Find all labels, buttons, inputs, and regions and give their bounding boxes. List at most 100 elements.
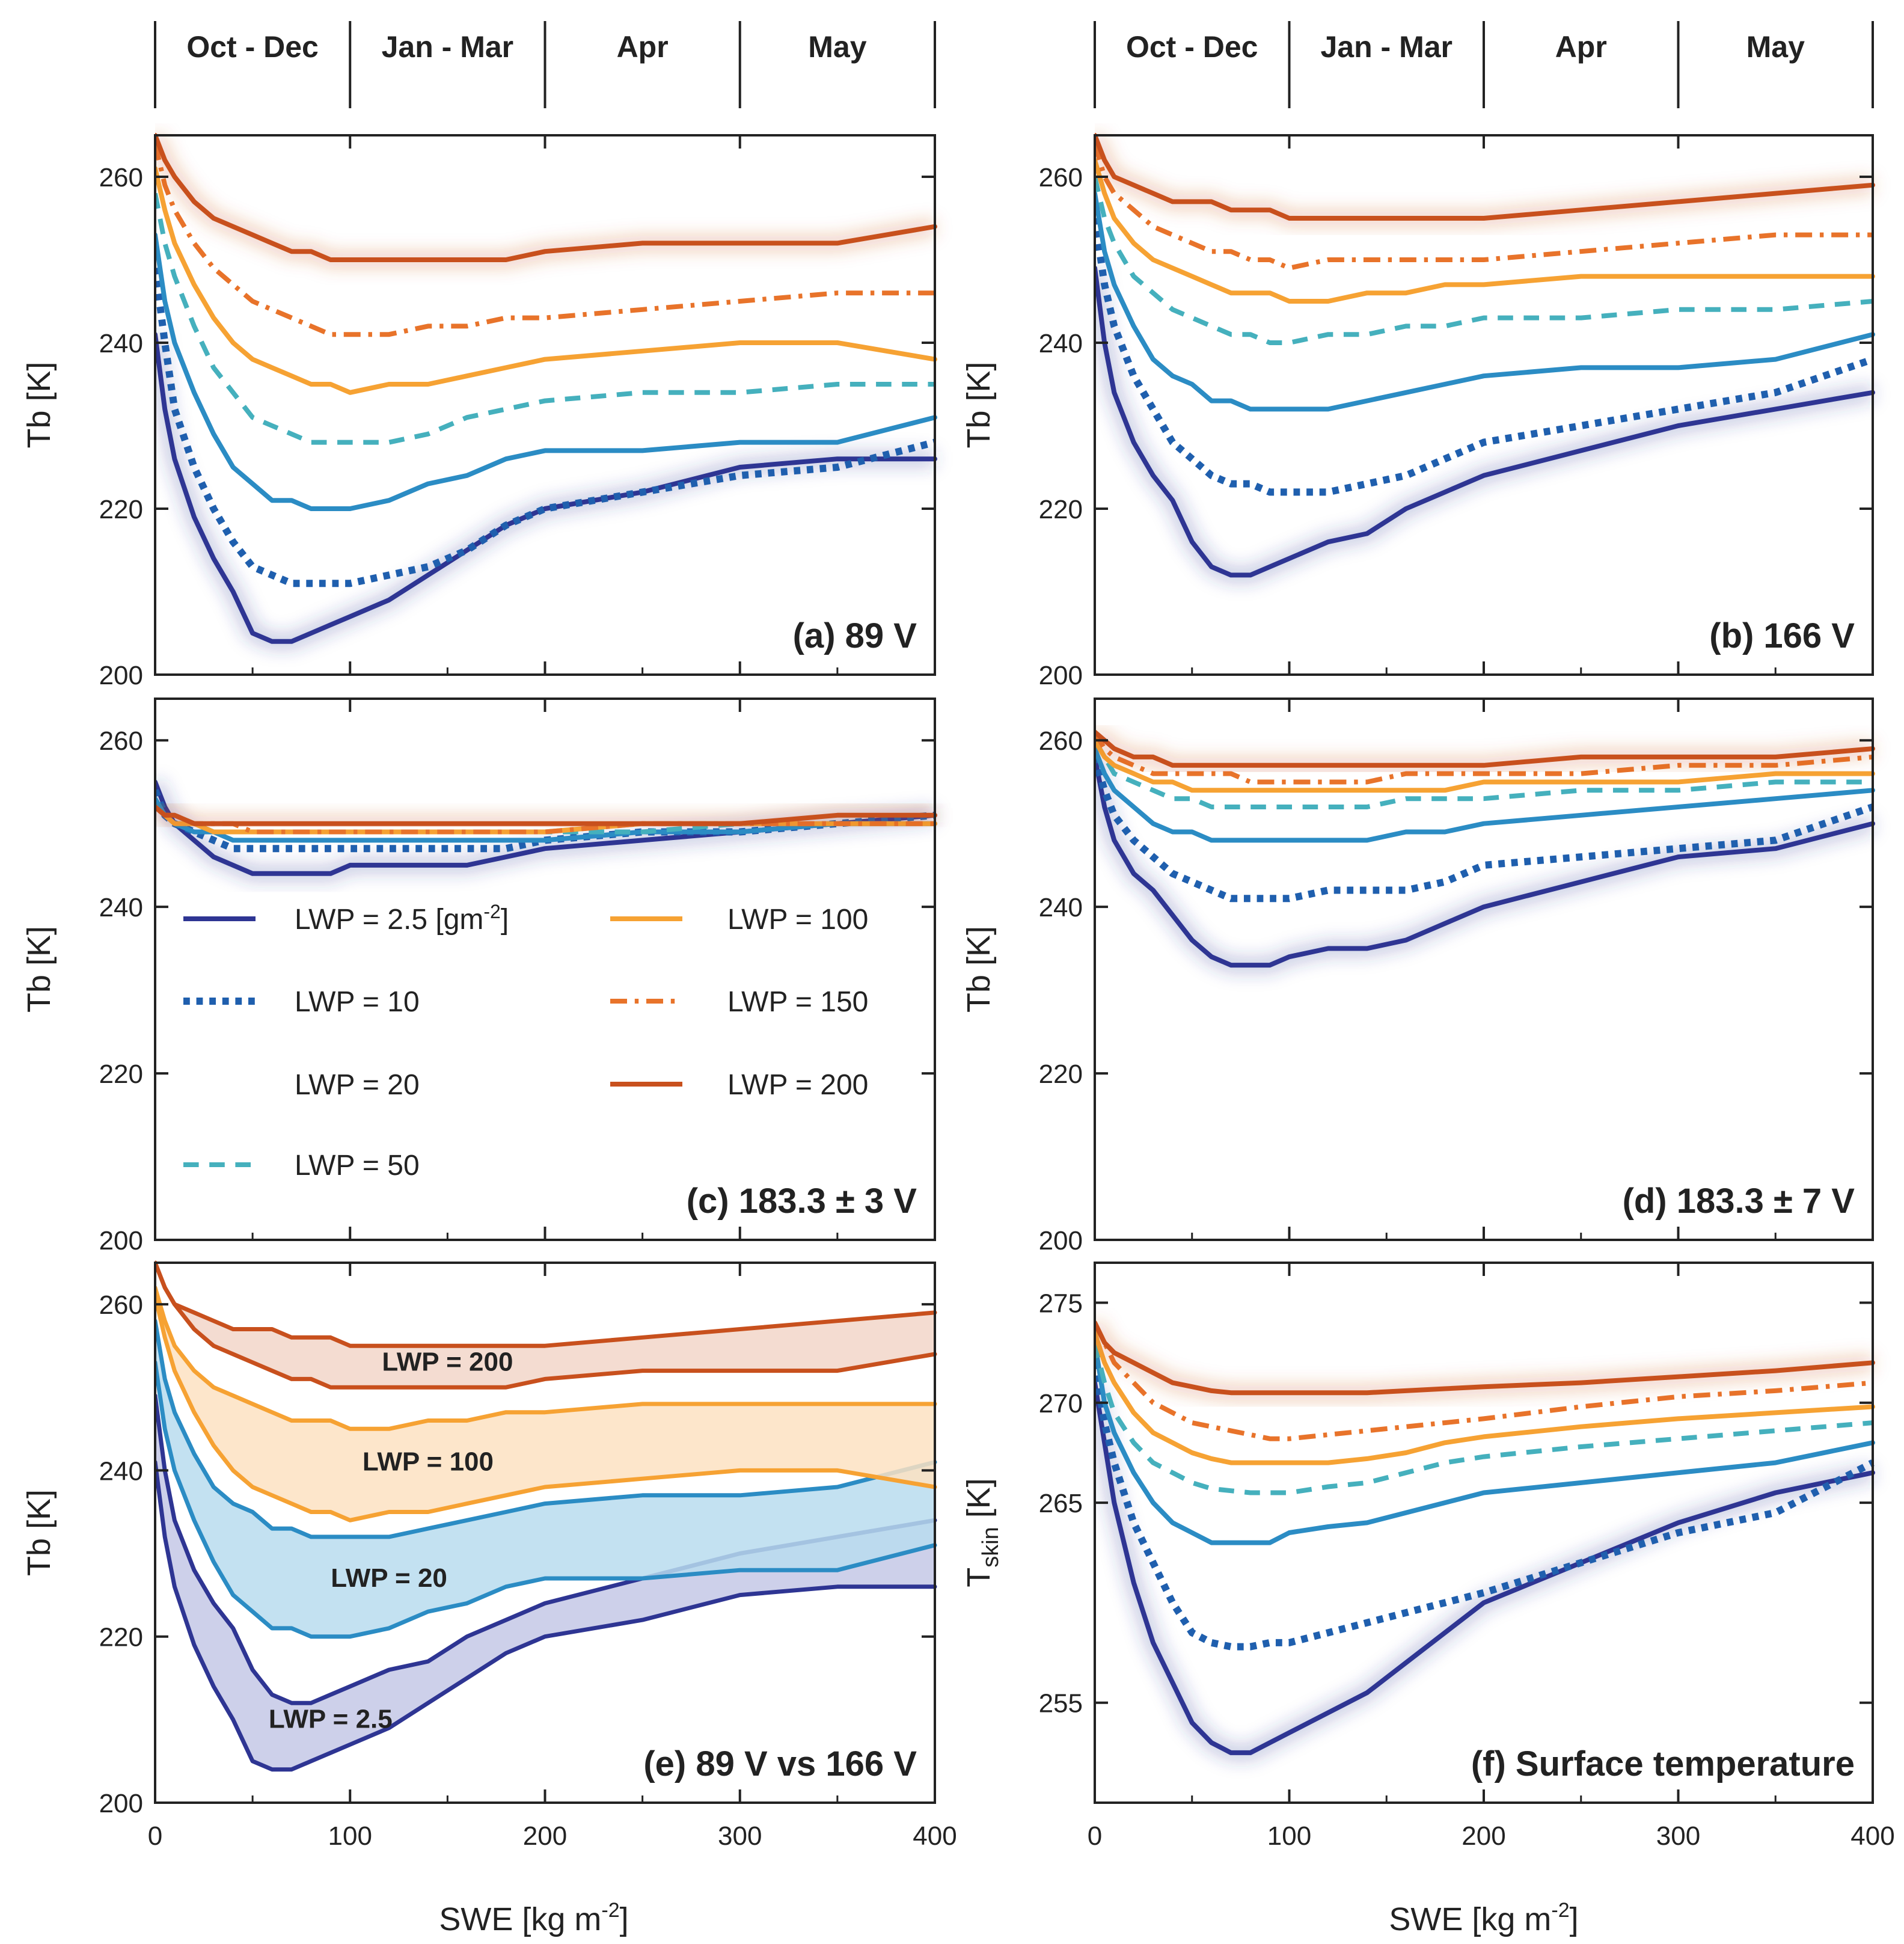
band-fill	[155, 1263, 935, 1388]
y-tick-label: 220	[1039, 1059, 1083, 1089]
x-tick-label: 400	[1850, 1821, 1894, 1851]
legend-label: LWP = 100	[727, 904, 868, 936]
panel-e-89v-vs-166v: LWP = 2.5 LWP = 20 LWP = 100 LWP = 200 0 100 2…	[21, 1260, 957, 1851]
panel-c-183-3v: 200 220 240 260 Tb [K] (c) 183.3 ± 3 V	[21, 698, 937, 1256]
season-label: Jan - Mar	[382, 30, 514, 64]
series-line-lwp10	[1095, 756, 1874, 903]
series-line-lwp150	[1095, 1322, 1873, 1441]
series-line-lwp20	[1095, 1340, 1875, 1545]
panel-label: (e) 89 V vs 166 V	[643, 1744, 917, 1783]
y-tick-label: 260	[99, 163, 143, 192]
series-line-lwp200	[1095, 1320, 1875, 1396]
legend-item-lwp150: LWP = 150	[610, 986, 868, 1018]
band-line	[155, 1260, 937, 1390]
series-line-lwp100	[1095, 158, 1875, 304]
y-tick-label: 240	[99, 1456, 143, 1486]
x-tick-label: 200	[523, 1821, 567, 1851]
plot-frame	[154, 134, 936, 676]
band-line	[155, 1319, 937, 1539]
legend-item-lwp10: LWP = 10	[183, 986, 420, 1018]
band-label: LWP = 20	[331, 1563, 447, 1593]
panel-label: (f) Surface temperature	[1471, 1744, 1855, 1783]
y-axis-label: Tskin [K]	[961, 1478, 1003, 1587]
panel-label: (b) 166 V	[1709, 616, 1855, 655]
series-line-lwp200	[155, 133, 937, 262]
series-line-lwp2_5	[1095, 754, 1875, 968]
x-tick-label: 200	[1462, 1821, 1505, 1851]
series-line-lwp2_5	[1095, 1380, 1875, 1755]
panel-label: (a) 89 V	[793, 616, 917, 655]
legend-item-lwp2_5: LWP = 2.5 [gm-2]	[183, 901, 509, 936]
y-axis-label: Tb [K]	[21, 926, 57, 1013]
y-axis-label: Tb [K]	[961, 361, 997, 448]
season-label: Apr	[1555, 30, 1607, 64]
season-label: May	[1746, 30, 1805, 64]
series-line-lwp50	[1095, 739, 1873, 809]
plot-area	[155, 132, 937, 649]
season-header-right: Oct - Dec Jan - Mar Apr May	[1094, 21, 1874, 108]
season-label: May	[808, 30, 866, 64]
plot-area	[1095, 132, 1875, 583]
series-glow	[155, 333, 935, 649]
band-line	[155, 1293, 937, 1522]
series-line-lwp150	[1095, 731, 1873, 785]
y-tick-label: 220	[99, 1059, 143, 1089]
series-line-lwp20	[1095, 191, 1875, 412]
legend-label: LWP = 50	[295, 1150, 420, 1182]
y-tick-label: 200	[1039, 661, 1083, 690]
season-header-left: Oct - Dec Jan - Mar Apr May	[154, 21, 936, 108]
plot-area	[155, 1260, 937, 1772]
plot-frame	[1094, 1262, 1874, 1804]
x-axis-label-left: SWE [kg m-2]	[439, 1899, 628, 1937]
panel-b-166v: 200 220 240 260 Tb [K] (b) 166 V	[961, 132, 1875, 690]
y-tick-label: 220	[1039, 495, 1083, 524]
panel-label: (c) 183.3 ± 3 V	[687, 1182, 917, 1221]
y-tick-label: 260	[99, 726, 143, 756]
series-line-lwp150	[155, 143, 935, 337]
panel-f-surface-temperature: 0 100 200 300 400 255 265 270 275 Tskin [K] (f) Su…	[961, 1262, 1895, 1851]
x-tick-label: 300	[718, 1821, 762, 1851]
series-line-lwp10	[1095, 218, 1874, 496]
y-tick-label: 200	[99, 1789, 143, 1818]
y-tick-label: 270	[1039, 1389, 1083, 1418]
y-tick-label: 260	[1039, 726, 1083, 756]
season-label: Oct - Dec	[1126, 30, 1258, 64]
y-tick-label: 240	[99, 329, 143, 358]
series-line-lwp50	[1095, 1342, 1873, 1495]
series-line-lwp20	[155, 796, 937, 843]
band-line	[155, 1260, 937, 1348]
legend-label: LWP = 150	[727, 986, 868, 1018]
band-fill	[155, 1396, 935, 1770]
band-line	[155, 1285, 937, 1431]
legend: LWP = 2.5 [gm-2] LWP = 10 LWP = 20 LWP = 50…	[183, 901, 868, 1182]
legend-item-lwp100: LWP = 100	[610, 904, 868, 936]
y-tick-label: 265	[1039, 1489, 1083, 1518]
legend-label: LWP = 20	[295, 1069, 420, 1101]
band-fill	[155, 1287, 935, 1521]
series-line-lwp20	[1095, 746, 1875, 843]
y-axis-label: Tb [K]	[961, 926, 997, 1013]
legend-item-lwp50: LWP = 50	[183, 1150, 420, 1182]
x-tick-label: 100	[328, 1821, 372, 1851]
band-fill	[155, 1320, 935, 1637]
band-label: LWP = 100	[363, 1447, 494, 1476]
y-axis-label: Tb [K]	[21, 361, 57, 448]
y-tick-label: 240	[1039, 329, 1083, 358]
y-axis-label: Tb [K]	[21, 1489, 57, 1576]
series-glow	[1095, 267, 1875, 583]
y-tick-label: 240	[1039, 893, 1083, 922]
x-tick-label: 300	[1656, 1821, 1700, 1851]
legend-label: LWP = 2.5 [gm-2]	[295, 901, 509, 936]
series-line-lwp20	[155, 232, 937, 511]
series-glow	[1095, 726, 1874, 773]
band-line	[155, 1393, 937, 1705]
series-line-lwp2_5	[155, 332, 937, 644]
x-tick-label: 0	[1088, 1821, 1102, 1851]
y-tick-label: 200	[99, 661, 143, 690]
band-line	[155, 1360, 937, 1639]
x-tick-label: 400	[913, 1821, 957, 1851]
series-line-lwp200	[1095, 133, 1875, 221]
legend-item-lwp200: LWP = 200	[610, 1069, 868, 1101]
panel-label: (d) 183.3 ± 7 V	[1623, 1182, 1855, 1221]
season-label: Oct - Dec	[186, 30, 319, 64]
